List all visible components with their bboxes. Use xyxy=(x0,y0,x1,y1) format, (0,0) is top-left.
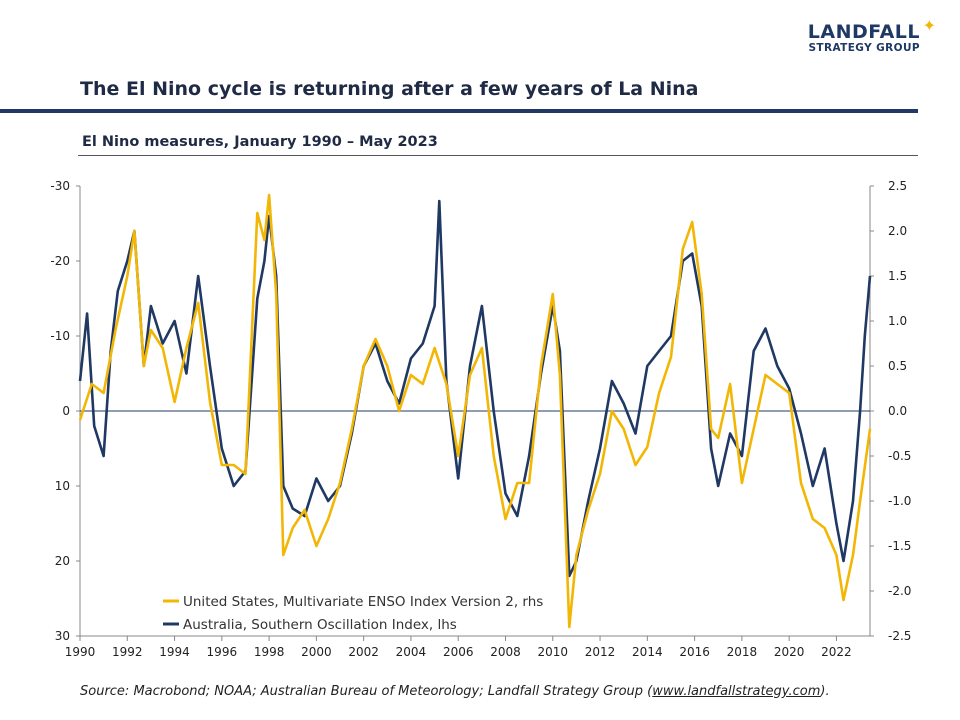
legend-label: United States, Multivariate ENSO Index V… xyxy=(183,594,543,610)
x-tick-label: 2004 xyxy=(396,645,427,659)
y-right-tick-label: -0.5 xyxy=(888,449,911,463)
source-suffix: ). xyxy=(820,684,830,699)
logo-name: LANDFALL xyxy=(807,21,920,43)
source-link[interactable]: www.landfallstrategy.com xyxy=(652,684,821,699)
subtitle-divider xyxy=(78,155,918,156)
x-tick-label: 2014 xyxy=(632,645,663,659)
y-right-tick-label: 0.5 xyxy=(888,359,907,373)
logo: ✦ LANDFALL STRATEGY GROUP xyxy=(807,18,936,55)
x-tick-label: 2000 xyxy=(301,645,332,659)
y-right-tick-label: -2.5 xyxy=(888,629,911,643)
x-tick-label: 2012 xyxy=(585,645,616,659)
y-right-tick-label: -2.0 xyxy=(888,584,911,598)
y-left-tick-label: 10 xyxy=(55,479,70,493)
x-tick-label: 1998 xyxy=(254,645,285,659)
y-right-tick-label: 2.5 xyxy=(888,179,907,193)
series-line-australia-soi xyxy=(78,199,872,578)
y-left-tick-label: 30 xyxy=(55,629,70,643)
series-line-us-mei xyxy=(78,193,872,629)
logo-tagline: STRATEGY GROUP xyxy=(808,42,920,54)
x-tick-label: 1992 xyxy=(112,645,143,659)
legend-label: Australia, Southern Oscillation Index, l… xyxy=(183,617,457,633)
chart-subtitle: El Nino measures, January 1990 – May 202… xyxy=(82,134,438,150)
x-tick-label: 2020 xyxy=(774,645,805,659)
y-right-tick-label: 0.0 xyxy=(888,404,907,418)
x-tick-label: 2010 xyxy=(537,645,568,659)
x-tick-label: 2022 xyxy=(821,645,852,659)
x-tick-label: 2008 xyxy=(490,645,521,659)
y-right-tick-label: 1.0 xyxy=(888,314,907,328)
four-point-star-icon: ✦ xyxy=(922,16,936,35)
source-prefix: Source: Macrobond; NOAA; Australian Bure… xyxy=(80,684,653,699)
y-right-tick-label: -1.5 xyxy=(888,539,911,553)
x-tick-label: 2006 xyxy=(443,645,474,659)
x-tick-label: 2016 xyxy=(679,645,710,659)
title-divider xyxy=(0,109,918,113)
y-left-tick-label: -20 xyxy=(50,254,70,268)
y-right-tick-label: 1.5 xyxy=(888,269,907,283)
x-tick-label: 2002 xyxy=(348,645,379,659)
x-tick-label: 1994 xyxy=(159,645,190,659)
y-left-tick-label: 0 xyxy=(62,404,70,418)
y-left-tick-label: -10 xyxy=(50,329,70,343)
x-tick-label: 2018 xyxy=(727,645,758,659)
page-title: The El Nino cycle is returning after a f… xyxy=(80,78,699,100)
y-right-tick-label: 2.0 xyxy=(888,224,907,238)
source-note: Source: Macrobond; NOAA; Australian Bure… xyxy=(80,684,830,699)
y-left-tick-label: 20 xyxy=(55,554,70,568)
y-left-tick-label: -30 xyxy=(50,179,70,193)
x-tick-label: 1996 xyxy=(207,645,238,659)
x-tick-label: 1990 xyxy=(65,645,96,659)
y-right-tick-label: -1.0 xyxy=(888,494,911,508)
